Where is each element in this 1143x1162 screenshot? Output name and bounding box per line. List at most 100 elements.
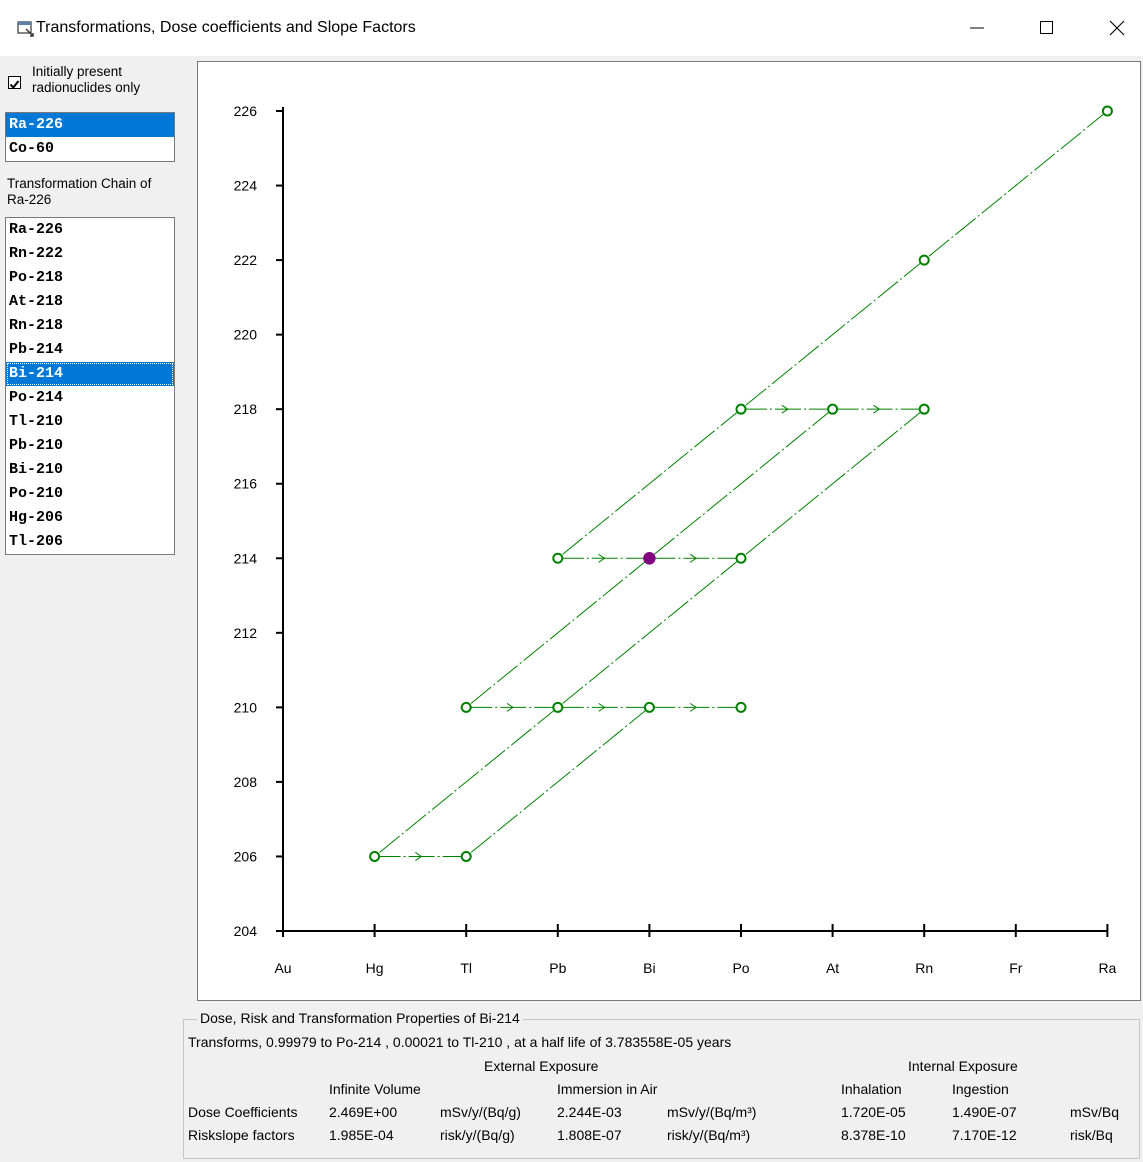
node-po-210 (735, 701, 747, 713)
internal-exposure-header: Internal Exposure (908, 1058, 1018, 1074)
beta-arrow-hg-206-tl-206 (415, 852, 423, 861)
dose-inhalation-value: 1.720E-05 (841, 1104, 906, 1120)
minimize-icon (970, 27, 984, 29)
col-inhalation: Inhalation (841, 1081, 902, 1097)
beta-arrow-pb-214-bi-214 (598, 553, 606, 563)
node-pb-210 (552, 701, 564, 713)
x-tick-label-rn: Rn (915, 960, 933, 976)
close-button[interactable] (1094, 10, 1140, 46)
node-tl-210 (460, 701, 472, 713)
y-tick-label-222: 222 (234, 252, 258, 268)
beta-arrow-tl-210-pb-210 (506, 702, 514, 712)
risk-infinite-unit: risk/y/(Bq/g) (440, 1127, 515, 1143)
app-window-icon (17, 21, 34, 37)
beta-arrow-bi-210-po-210 (689, 702, 698, 712)
node-po-214 (735, 552, 747, 564)
y-tick-label-220: 220 (234, 327, 258, 343)
alpha-link-po-214-pb-210 (557, 557, 742, 708)
node-po-218 (735, 403, 747, 415)
alpha-link-bi-214-tl-210 (465, 557, 650, 708)
node-bi-210 (643, 701, 655, 713)
list-item-po-214[interactable]: Po-214 (9, 389, 64, 406)
minimize-button[interactable] (954, 10, 1000, 46)
list-item-bi-214[interactable]: Bi-214 (6, 362, 174, 386)
y-tick-label-212: 212 (234, 625, 258, 641)
transformation-chain-list[interactable]: Ra-226 Rn-222 Po-218 At-218 Rn-218 Pb-214 Bi-2… (5, 217, 175, 555)
y-tick-label-206: 206 (234, 848, 258, 864)
node-tl-206 (460, 850, 472, 862)
checkmark-icon (9, 80, 20, 90)
list-item-po-218[interactable]: Po-218 (9, 269, 64, 286)
chain-label: Transformation Chain of Ra-226 (7, 176, 177, 208)
dose-immersion-unit: mSv/y/(Bq/m³) (667, 1104, 757, 1120)
beta-arrow-at-218-rn-218 (873, 404, 881, 414)
x-tick-label-au: Au (274, 960, 291, 976)
dose-immersion-value: 2.244E-03 (557, 1104, 622, 1120)
beta-arrow-po-218-at-218 (781, 404, 789, 414)
x-tick-label-bi: Bi (643, 960, 655, 976)
close-icon (1109, 20, 1125, 36)
properties-groupbox (183, 1019, 1140, 1159)
maximize-button[interactable] (1024, 10, 1070, 46)
risk-ingestion-value: 7.170E-12 (952, 1127, 1017, 1143)
risk-internal-unit: risk/Bq (1070, 1127, 1113, 1143)
x-tick-label-ra: Ra (1098, 960, 1116, 976)
risk-immersion-value: 1.808E-07 (557, 1127, 622, 1143)
risk-row-label: Riskslope factors (188, 1127, 295, 1143)
list-item-rn-218[interactable]: Rn-218 (9, 317, 64, 334)
x-tick-label-at: At (826, 960, 839, 976)
node-bi-214 (643, 552, 656, 565)
list-item-hg-206[interactable]: Hg-206 (9, 509, 64, 526)
dose-infinite-unit: mSv/y/(Bq/g) (440, 1104, 521, 1120)
title-bar: Transformations, Dose coefficients and S… (0, 0, 1143, 56)
col-infinite-volume: Infinite Volume (329, 1081, 421, 1097)
node-pb-214 (552, 552, 564, 564)
initial-nuclide-list[interactable]: Ra-226 Co-60 (5, 112, 175, 162)
node-at-218 (827, 403, 839, 415)
node-ra-226 (1101, 105, 1113, 117)
y-tick-label-224: 224 (234, 178, 258, 194)
x-tick-label-tl: Tl (460, 960, 472, 976)
beta-arrow-bi-214-po-214 (689, 553, 698, 563)
risk-inhalation-value: 8.378E-10 (841, 1127, 906, 1143)
list-item-co-60[interactable]: Co-60 (9, 140, 55, 157)
chain-label-line1: Transformation Chain of (7, 176, 152, 191)
initially-present-checkbox[interactable] (8, 76, 21, 90)
list-item-tl-210[interactable]: Tl-210 (9, 413, 64, 430)
alpha-link-bi-210-tl-206 (465, 706, 650, 857)
col-ingestion: Ingestion (952, 1081, 1009, 1097)
list-item-bi-210[interactable]: Bi-210 (9, 461, 64, 478)
y-tick-label-226: 226 (234, 103, 258, 119)
alpha-link-at-218-bi-214 (649, 408, 833, 559)
list-item-at-218[interactable]: At-218 (9, 293, 64, 310)
alpha-link-pb-210-hg-206 (374, 706, 559, 857)
properties-group-title: Dose, Risk and Transformation Properties… (197, 1010, 523, 1026)
chain-label-line2: Ra-226 (7, 192, 52, 207)
transform-description: Transforms, 0.99979 to Po-214 , 0.00021 … (188, 1034, 732, 1050)
dose-internal-unit: mSv/Bq (1070, 1104, 1120, 1120)
checkbox-label-line2: radionuclides only (32, 80, 141, 95)
node-hg-206 (369, 850, 381, 862)
list-item-ra-226[interactable]: Ra-226 (6, 113, 174, 137)
y-tick-label-216: 216 (234, 476, 258, 492)
alpha-link-rn-218-po-214 (740, 408, 925, 559)
maximize-icon (1040, 21, 1053, 34)
list-item-rn-222[interactable]: Rn-222 (9, 245, 64, 262)
initially-present-checkbox-row[interactable]: Initially present radionuclides only (8, 64, 178, 100)
initially-present-label: Initially present radionuclides only (32, 64, 140, 96)
window-title: Transformations, Dose coefficients and S… (36, 19, 416, 36)
y-tick-label-204: 204 (234, 923, 258, 939)
y-tick-label-208: 208 (234, 774, 258, 790)
y-tick-label-210: 210 (234, 699, 258, 715)
x-tick-label-pb: Pb (549, 960, 566, 976)
list-item-pb-210[interactable]: Pb-210 (9, 437, 64, 454)
list-item-po-210[interactable]: Po-210 (9, 485, 64, 502)
list-item-pb-214[interactable]: Pb-214 (9, 341, 64, 358)
beta-arrow-pb-210-bi-210 (598, 702, 606, 712)
list-item-tl-206[interactable]: Tl-206 (9, 533, 64, 550)
alpha-link-ra-226-rn-222 (923, 110, 1108, 261)
y-tick-label-218: 218 (234, 401, 258, 417)
external-exposure-header: External Exposure (484, 1058, 599, 1074)
list-item-ra-226[interactable]: Ra-226 (9, 221, 64, 238)
